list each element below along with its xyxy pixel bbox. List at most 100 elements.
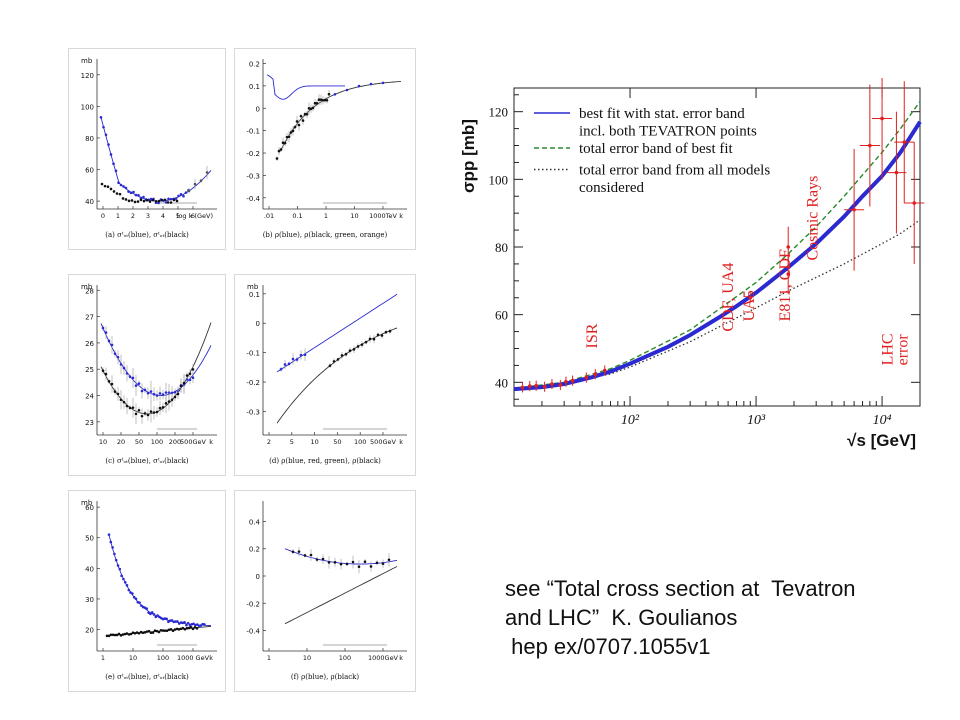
black-data-point bbox=[352, 348, 356, 351]
y-tick-label: 20 bbox=[85, 627, 94, 635]
blue-data-point bbox=[149, 390, 153, 393]
legend-entry: considered bbox=[579, 180, 644, 196]
blue-data-point bbox=[116, 564, 120, 567]
y-tick-label: 80 bbox=[85, 135, 94, 143]
data-point bbox=[550, 382, 554, 386]
subplot-caption: (e) σᵗₒₜ(blue), σᵗₒₜ(black) bbox=[105, 673, 189, 681]
blue-data-point bbox=[164, 391, 168, 394]
subplot-caption: (b) ρ(blue), ρ(black, green, orange) bbox=[263, 231, 388, 239]
data-point bbox=[748, 295, 753, 300]
blue-fit-curve bbox=[100, 323, 212, 396]
y-tick-label: 26 bbox=[85, 340, 94, 348]
blue-data-point bbox=[113, 352, 117, 355]
black-data-point bbox=[122, 400, 126, 404]
black-data-point bbox=[301, 119, 305, 122]
black-data-point bbox=[164, 402, 168, 405]
y-tick-label: 0 bbox=[256, 105, 260, 113]
x-tick-label: 10 bbox=[129, 654, 137, 662]
y-tick-label: 0 bbox=[256, 320, 260, 328]
x-tick-label: 100 bbox=[339, 654, 351, 662]
y-tick-label: 120 bbox=[81, 72, 94, 80]
y-tick-label: -0.3 bbox=[246, 172, 260, 180]
black-data-point bbox=[309, 553, 313, 557]
data-point bbox=[593, 372, 598, 377]
x-axis-label: k bbox=[399, 438, 403, 446]
black-data-point bbox=[152, 411, 156, 414]
black-data-point bbox=[154, 199, 158, 203]
black-data-point bbox=[297, 123, 301, 127]
x-tick-label: 3 bbox=[146, 212, 150, 220]
blue-data-point bbox=[122, 185, 125, 188]
blue-data-point bbox=[109, 540, 113, 544]
annotation-label: LHC bbox=[879, 333, 896, 365]
black-data-point bbox=[170, 398, 174, 402]
blue-data-point bbox=[191, 376, 195, 380]
blue-data-point bbox=[147, 611, 150, 614]
y-tick-label: 24 bbox=[85, 393, 94, 401]
blue-data-point bbox=[279, 367, 283, 371]
x-tick-label: 1 bbox=[267, 654, 271, 662]
data-point bbox=[868, 143, 872, 148]
y-tick-label: 28 bbox=[85, 287, 94, 295]
blue-data-point bbox=[124, 186, 128, 190]
blue-data-point bbox=[333, 92, 337, 96]
black-data-point bbox=[133, 632, 137, 635]
subplot-caption: (f) ρ(blue), ρ(black) bbox=[291, 673, 360, 681]
black-data-point bbox=[307, 107, 311, 110]
black-data-point bbox=[356, 345, 360, 348]
black-data-point bbox=[140, 414, 144, 418]
data-point bbox=[894, 170, 899, 175]
black-data-point bbox=[375, 561, 379, 565]
black-data-point bbox=[131, 406, 135, 409]
subplot-d-svg: mb0.1 0 -0.1 -0.2 -0.3 2 5 10 50 100 500GeV k (d) ρ(… bbox=[246, 283, 407, 465]
x-tick-label: 10³ bbox=[747, 413, 766, 428]
series-all-models-band bbox=[513, 219, 921, 391]
x-tick-label: 2 bbox=[267, 438, 271, 446]
black-data-point bbox=[172, 198, 176, 202]
black-data-point bbox=[143, 412, 147, 415]
annotation-label: Cosmic Rays bbox=[804, 176, 821, 261]
blue-fit-curve bbox=[100, 117, 212, 202]
x-tick-label: 1000TeV bbox=[369, 212, 397, 220]
black-data-point bbox=[327, 561, 331, 564]
y-tick-label: 60 bbox=[495, 308, 508, 323]
blue-data-point bbox=[174, 197, 178, 200]
black-data-point bbox=[130, 199, 134, 202]
y-axis-label: σpp [mb] bbox=[459, 119, 478, 193]
blue-data-point bbox=[127, 190, 130, 193]
series-total-error-band bbox=[513, 101, 921, 390]
black-data-point bbox=[305, 112, 309, 116]
x-tick-label: 200 bbox=[169, 438, 181, 446]
black-data-point bbox=[127, 199, 131, 203]
x-tick-label: 50 bbox=[135, 438, 143, 446]
blue-data-point bbox=[357, 84, 361, 88]
high-energy-data-point bbox=[205, 171, 209, 174]
black-data-point bbox=[193, 625, 197, 629]
black-data-point bbox=[101, 369, 105, 372]
y-tick-label: 100 bbox=[81, 103, 94, 111]
black-data-point bbox=[279, 148, 283, 151]
black-data-point bbox=[179, 384, 183, 388]
black-data-point bbox=[303, 112, 307, 116]
x-tick-label: 1000 GeV bbox=[177, 654, 210, 662]
data-point bbox=[564, 379, 568, 384]
data-point bbox=[786, 272, 791, 276]
blue-data-point bbox=[142, 195, 145, 199]
black-data-point bbox=[289, 131, 293, 134]
black-data-point bbox=[167, 400, 171, 403]
x-tick-label: 100 bbox=[157, 654, 169, 662]
blue-data-point bbox=[173, 390, 177, 394]
data-point bbox=[902, 140, 907, 144]
black-data-point bbox=[360, 343, 364, 346]
black-data-point bbox=[364, 340, 368, 344]
x-axis-label: k bbox=[209, 654, 213, 662]
black-data-point bbox=[133, 200, 137, 204]
x-tick-label: 20 bbox=[117, 438, 125, 446]
blue-data-point bbox=[185, 377, 189, 381]
black-data-point bbox=[159, 628, 163, 632]
black-data-point bbox=[336, 358, 340, 361]
blue-data-point bbox=[154, 615, 158, 619]
black-data-point bbox=[327, 92, 331, 96]
black-data-point bbox=[388, 329, 392, 333]
citation-line-1: see “Total cross section at Tevatron bbox=[505, 576, 856, 601]
